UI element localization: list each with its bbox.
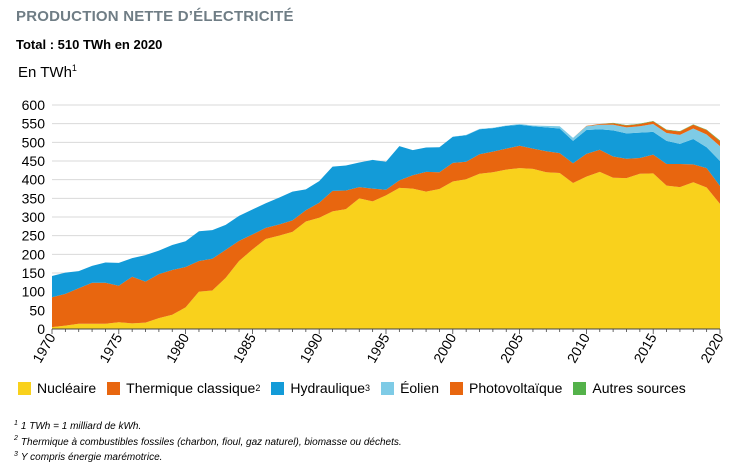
y-tick-label: 600 xyxy=(22,97,46,113)
legend-swatch xyxy=(18,381,31,395)
area-series-nucleaire xyxy=(52,168,720,329)
chart-subtitle: Total : 510 TWh en 2020 xyxy=(16,37,163,52)
y-tick-label: 500 xyxy=(22,134,46,150)
y-tick-label: 550 xyxy=(22,116,46,132)
x-tick-label: 1970 xyxy=(29,330,59,365)
legend-label: Éolien xyxy=(400,380,439,396)
y-tick-label: 100 xyxy=(22,284,46,300)
y-tick-labels: 0 50 100 150 200 250 300 350 400 450 500 550 600 xyxy=(22,97,46,337)
legend-label: Thermique classique xyxy=(126,380,256,396)
x-tick-label: 1980 xyxy=(163,330,193,365)
stacked-area-chart: 0 50 100 150 200 250 300 350 400 450 500 550 600 197… xyxy=(22,97,727,365)
footnote-mark: 3 xyxy=(14,450,18,458)
legend-swatch xyxy=(381,381,395,395)
y-tick-label: 300 xyxy=(22,209,46,225)
x-tick-label: 2005 xyxy=(497,330,527,365)
footnote-mark: 2 xyxy=(14,435,18,443)
x-tick-label: 1985 xyxy=(230,330,260,365)
x-tick-label: 2020 xyxy=(697,330,727,365)
axes xyxy=(51,328,721,334)
footnote-text: Thermique à combustibles fossiles (charb… xyxy=(20,436,402,448)
legend-item-nucleaire: Nucléaire xyxy=(18,380,96,396)
y-tick-label: 450 xyxy=(22,153,46,169)
legend-item-photovoltaique: Photovoltaïque xyxy=(449,380,563,396)
x-tick-label: 1975 xyxy=(96,330,126,365)
legend-swatch xyxy=(271,381,285,395)
y-tick-label: 50 xyxy=(29,302,45,318)
x-tick-label: 1995 xyxy=(363,330,393,365)
legend: Nucléaire Thermique classique 2 Hydraulique… xyxy=(18,377,697,399)
legend-label: Nucléaire xyxy=(37,380,97,396)
footnote-mark: 1 xyxy=(14,419,18,427)
footnote-2: 2 Thermique à combustibles fossiles (char… xyxy=(14,435,402,451)
x-tick-label: 2000 xyxy=(430,330,460,365)
y-tick-label: 0 xyxy=(37,321,45,337)
x-tick-label: 2015 xyxy=(630,330,660,365)
x-tick-labels: 1970 1975 1980 1985 1990 1995 2000 2005 2010 2015… xyxy=(29,330,727,365)
footnote-text: 1 TWh = 1 milliard de kWh. xyxy=(20,421,142,432)
y-tick-label: 250 xyxy=(22,228,46,244)
y-tick-label: 200 xyxy=(22,246,46,262)
area-series-hydraulique xyxy=(52,124,720,298)
footnote-text: Y compris énergie marémotrice. xyxy=(20,452,163,463)
legend-label: Autres sources xyxy=(592,380,686,396)
y-tick-label: 150 xyxy=(22,265,46,281)
legend-item-autres-sources: Autres sources xyxy=(573,380,686,396)
area-series-thermique-classique xyxy=(52,145,720,328)
y-tick-label: 400 xyxy=(22,172,46,188)
unit-text: En TWh xyxy=(18,64,72,81)
legend-item-eolien: Éolien xyxy=(381,380,439,396)
legend-item-thermique-classique: Thermique classique 2 xyxy=(107,380,260,396)
unit-footnote-mark: 1 xyxy=(71,63,77,73)
y-tick-label: 350 xyxy=(22,190,46,206)
legend-swatch xyxy=(573,381,587,395)
x-tick-label: 2010 xyxy=(564,330,594,365)
x-tick-label: 1990 xyxy=(296,330,326,365)
legend-item-hydraulique: Hydraulique 3 xyxy=(271,380,370,396)
area-series-layer xyxy=(52,121,720,329)
legend-swatch xyxy=(449,381,463,395)
legend-swatch xyxy=(107,381,121,395)
legend-label: Photovoltaïque xyxy=(468,380,563,396)
y-axis-unit-label: En TWh1 xyxy=(18,63,77,82)
legend-label: Hydraulique xyxy=(290,380,366,396)
chart-title: PRODUCTION NETTE D’ÉLECTRICITÉ xyxy=(16,8,294,25)
